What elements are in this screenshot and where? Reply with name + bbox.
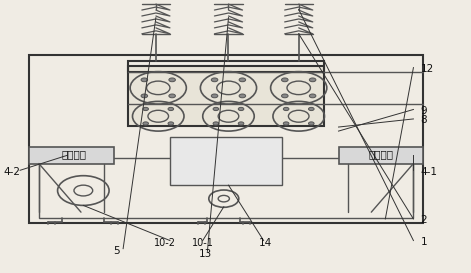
Text: 銅排出料: 銅排出料 bbox=[61, 149, 87, 159]
Circle shape bbox=[309, 107, 314, 111]
Bar bbox=[170, 136, 282, 185]
Circle shape bbox=[309, 122, 314, 125]
Text: 14: 14 bbox=[260, 238, 273, 248]
Circle shape bbox=[282, 78, 288, 82]
Circle shape bbox=[284, 107, 289, 111]
Bar bbox=[339, 147, 423, 164]
Circle shape bbox=[169, 94, 175, 98]
Circle shape bbox=[284, 122, 289, 125]
Text: 9: 9 bbox=[421, 106, 427, 116]
Text: 13: 13 bbox=[198, 249, 211, 259]
Circle shape bbox=[168, 122, 174, 125]
Text: 銅排進料: 銅排進料 bbox=[368, 149, 393, 159]
Circle shape bbox=[211, 78, 218, 82]
Circle shape bbox=[213, 107, 219, 111]
Bar bbox=[128, 66, 325, 126]
Circle shape bbox=[282, 94, 288, 98]
Text: 4-1: 4-1 bbox=[421, 167, 438, 177]
Circle shape bbox=[169, 78, 175, 82]
Text: 2: 2 bbox=[421, 215, 427, 225]
Bar bbox=[39, 158, 414, 218]
Circle shape bbox=[238, 107, 244, 111]
Text: 10-1: 10-1 bbox=[192, 238, 214, 248]
Circle shape bbox=[239, 78, 246, 82]
Bar bbox=[128, 61, 325, 72]
Circle shape bbox=[309, 78, 316, 82]
Bar bbox=[30, 147, 114, 164]
Bar bbox=[30, 55, 423, 223]
Circle shape bbox=[238, 122, 244, 125]
Text: 10-2: 10-2 bbox=[154, 238, 176, 248]
Circle shape bbox=[143, 122, 148, 125]
Circle shape bbox=[143, 107, 148, 111]
Circle shape bbox=[168, 107, 174, 111]
Text: 12: 12 bbox=[421, 64, 434, 74]
Text: 4-2: 4-2 bbox=[4, 167, 21, 177]
Circle shape bbox=[141, 78, 147, 82]
Text: 5: 5 bbox=[113, 246, 120, 256]
Circle shape bbox=[309, 94, 316, 98]
Circle shape bbox=[141, 94, 147, 98]
Text: 1: 1 bbox=[421, 237, 427, 247]
Circle shape bbox=[239, 94, 246, 98]
Text: 8: 8 bbox=[421, 115, 427, 125]
Circle shape bbox=[213, 122, 219, 125]
Circle shape bbox=[211, 94, 218, 98]
